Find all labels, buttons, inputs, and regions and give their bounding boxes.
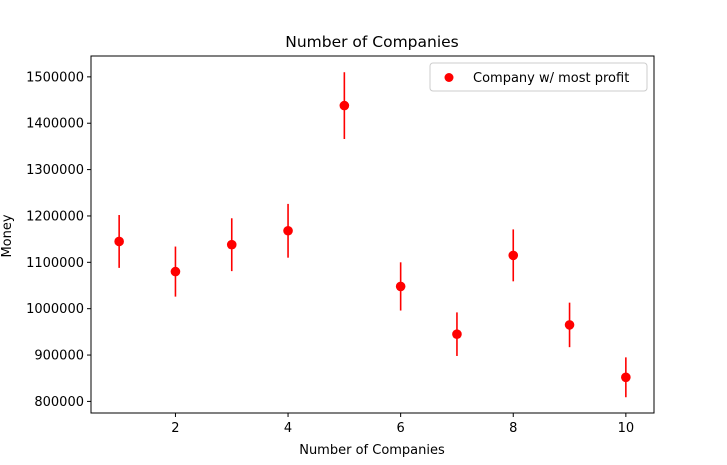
data-point (395, 281, 406, 292)
legend: Company w/ most profit (429, 62, 648, 92)
y-tick-label: 1200000 (26, 209, 84, 224)
legend-marker (444, 73, 454, 82)
data-point (283, 225, 293, 236)
data-point (114, 236, 124, 247)
y-tick-label: 1100000 (26, 256, 84, 271)
y-tick-label: 1400000 (26, 117, 84, 132)
y-tick-label: 1300000 (26, 163, 84, 178)
legend-label: Company w/ most profit (473, 71, 629, 86)
plot-frame (90, 55, 655, 414)
y-tick-label: 900000 (34, 349, 84, 364)
x-tick-label: 10 (618, 421, 635, 436)
legend-box (429, 62, 648, 92)
x-axis-title: Number of Companies (299, 443, 445, 458)
y-tick-label: 800000 (34, 395, 84, 410)
chart-title: Number of Companies (285, 33, 459, 51)
x-tick-label: 4 (284, 421, 292, 436)
data-point (508, 250, 519, 261)
plot-area: 2 4 6 8 10 800000 900000 1000000 1100000 1200000 1… (26, 55, 655, 436)
data-point (226, 239, 237, 250)
x-tick-label: 6 (397, 421, 405, 436)
data-point (339, 100, 350, 111)
data-point (564, 320, 575, 330)
data-point (621, 372, 631, 383)
y-tick-label: 1500000 (26, 70, 84, 85)
y-axis-title: Money (0, 214, 15, 257)
data-point (452, 329, 462, 339)
y-tick-label: 1000000 (26, 302, 84, 317)
x-tick-label: 2 (171, 421, 179, 436)
data-point (170, 266, 181, 277)
x-tick-label: 8 (509, 421, 517, 436)
